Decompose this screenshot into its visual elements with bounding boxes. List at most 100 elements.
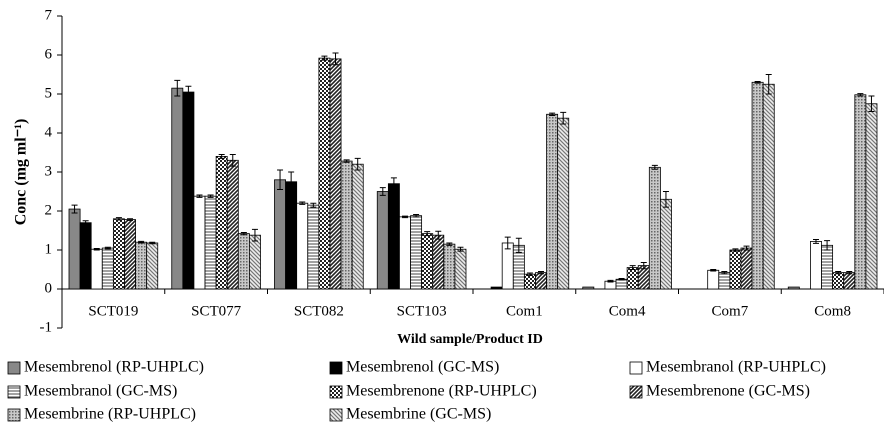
bar [740,247,753,290]
error-bar [207,194,214,198]
y-tick-label: 5 [45,85,53,101]
bar [387,183,400,290]
error-bar [149,241,156,245]
bar [376,191,389,290]
error-bar [765,74,772,95]
bar [318,57,331,290]
bar [215,155,228,290]
error-bar [196,194,203,198]
error-bar [413,214,420,218]
bar [865,103,878,290]
y-tick-label: 1 [45,241,53,257]
bar [557,117,570,290]
bar [351,163,364,290]
error-bar [549,112,556,116]
bar [648,166,661,290]
legend-label: Mesembrenol (RP-UHPLC) [24,359,204,376]
bar [546,113,559,290]
error-bar [354,157,361,171]
y-tick-label: 2 [45,202,53,218]
bar [79,222,92,290]
bar [249,234,261,290]
bar [615,278,628,290]
error-bar [115,217,122,221]
legend-label: Mesembrenol (GC-MS) [346,359,499,376]
legend-swatch [7,385,21,399]
legend-swatch [329,408,343,422]
error-bar [538,270,545,275]
bar [787,286,800,290]
x-tick-label: Com8 [814,303,851,319]
error-bar [127,218,134,221]
error-bar [629,265,636,270]
bar [68,208,81,290]
y-tick-label: 6 [45,46,53,62]
error-bar [857,93,864,97]
bar [718,272,731,290]
error-bar [82,220,89,226]
legend-label: Mesembranol (GC-MS) [24,383,177,400]
y-tick-label: -1 [40,319,53,335]
bar [182,91,195,290]
error-bar [526,272,533,276]
error-bar [288,171,295,192]
y-tick-label: 7 [45,7,53,23]
bar [90,248,103,290]
error-bar [174,79,181,97]
error-bar [138,240,145,244]
bar [832,272,845,290]
error-bar [515,237,522,253]
bar [410,215,423,290]
legend-label: Mesembrenone (GC-MS) [646,383,810,400]
error-bar [618,277,625,281]
bar [729,249,742,290]
y-tick-label: 3 [45,163,53,179]
legend-label: Mesembranol (RP-UHPLC) [646,359,826,376]
bar [296,202,309,290]
x-tick-label: Com4 [609,303,646,319]
error-bar [504,236,511,250]
error-bar [251,228,258,242]
bar [443,243,456,290]
bar [843,272,856,290]
error-bar [446,242,453,246]
error-bar [435,230,442,240]
error-bar [71,204,78,214]
error-bar [379,187,386,196]
error-bar [640,261,647,270]
bar [146,242,159,290]
bar [112,218,125,290]
bar [340,160,353,290]
bar [171,87,184,290]
bar [821,244,834,290]
error-bar [662,191,669,208]
x-tick-label: SCT019 [88,303,138,319]
error-bar [754,81,761,84]
error-bar [343,159,350,163]
bar [193,195,206,290]
error-bar [277,169,284,191]
error-bar [710,269,717,272]
bar [854,94,867,290]
bar [660,198,672,290]
error-bar [104,246,111,250]
bar [707,269,720,290]
bar [432,234,445,290]
bar [523,273,536,290]
error-bar [721,270,728,275]
bar [307,204,320,290]
bar [135,241,148,290]
error-bar [743,245,750,251]
error-bar [240,231,247,236]
legend-label: Mesembrine (RP-UHPLC) [24,406,196,423]
x-tick-label: Com1 [506,303,543,319]
bar [226,159,239,290]
x-axis-title: Wild sample/Product ID [397,332,543,347]
legend-swatch [629,361,643,375]
error-bar [812,238,819,244]
error-bar [824,240,831,251]
error-bar [424,231,431,237]
error-bar [401,215,408,219]
error-bar [93,247,100,251]
